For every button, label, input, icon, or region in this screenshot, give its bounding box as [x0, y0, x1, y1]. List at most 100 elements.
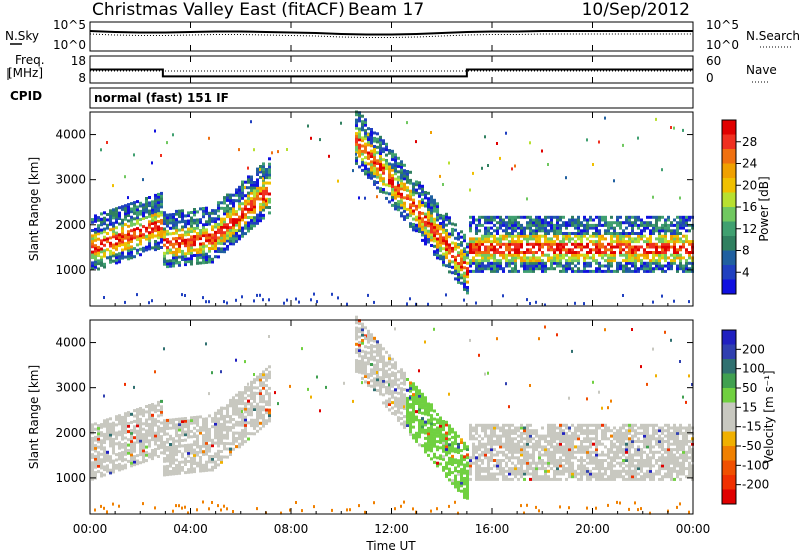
power-cell	[94, 236, 97, 239]
power-cell	[172, 218, 175, 221]
velocity-cell	[457, 484, 460, 487]
power-cell	[475, 248, 478, 251]
velocity-cell	[151, 425, 154, 428]
power-cell	[91, 240, 94, 243]
freq-unit-label: [MHz]	[8, 66, 43, 80]
velocity-cell	[421, 417, 424, 420]
velocity-cell	[454, 437, 457, 440]
velocity-cell	[205, 469, 208, 472]
velocity-cell	[454, 477, 457, 480]
velocity-cell	[385, 381, 388, 384]
velocity-cell	[421, 396, 424, 399]
velocity-cell	[97, 446, 100, 449]
power-cell	[145, 211, 148, 214]
power-cell	[160, 233, 163, 236]
power-scatter	[277, 150, 279, 153]
power-cell	[514, 270, 517, 273]
power-cell	[511, 254, 514, 257]
velocity-cell	[208, 444, 211, 447]
power-cell	[112, 211, 115, 214]
velocity-cell	[499, 445, 502, 448]
velocity-cell	[121, 435, 124, 438]
power-cell	[208, 261, 211, 264]
power-cell	[565, 251, 568, 254]
power-cell	[568, 221, 571, 224]
power-cell	[637, 227, 640, 230]
power-cell	[94, 247, 97, 250]
power-cell	[238, 237, 241, 240]
power-cell	[601, 256, 604, 259]
velocity-cell	[409, 382, 412, 385]
power-cell	[400, 160, 403, 163]
power-cell	[403, 196, 406, 199]
power-cell	[670, 246, 673, 249]
power-scatter	[598, 141, 600, 144]
power-cell	[190, 238, 193, 241]
velocity-cell	[550, 451, 553, 454]
power-cell	[523, 254, 526, 257]
power-cell	[157, 220, 160, 223]
velocity-cell	[463, 488, 466, 491]
power-cell	[505, 221, 508, 224]
power-cell	[142, 225, 145, 228]
power-cell	[355, 162, 358, 165]
velocity-scatter	[478, 354, 480, 357]
power-cell	[499, 254, 502, 257]
power-cell	[385, 167, 388, 170]
power-cell	[577, 246, 580, 249]
power-cell	[622, 248, 625, 251]
power-cell	[652, 256, 655, 259]
velocity-cell	[196, 462, 199, 465]
power-cell	[472, 270, 475, 273]
velocity-cell	[430, 449, 433, 452]
velocity-cell	[487, 470, 490, 473]
power-cell	[226, 210, 229, 213]
velocity-cell	[163, 430, 166, 433]
power-scatter	[592, 163, 594, 166]
power-cell	[253, 186, 256, 189]
velocity-scatter	[424, 341, 426, 344]
power-cell	[658, 262, 661, 265]
velocity-cell	[415, 432, 418, 435]
power-cell	[154, 235, 157, 238]
power-scatter	[586, 138, 588, 141]
velocity-cell	[265, 411, 268, 414]
velocity-cell	[436, 427, 439, 430]
power-cell	[148, 245, 151, 248]
power-cell	[586, 227, 589, 230]
velocity-cell	[262, 370, 265, 373]
power-cell	[565, 248, 568, 251]
velocity-cell	[181, 455, 184, 458]
velocity-scatter	[571, 350, 573, 353]
power-cell	[535, 265, 538, 268]
velocity-cell	[379, 384, 382, 387]
velocity-cell	[253, 419, 256, 422]
velocity-cell	[517, 467, 520, 470]
velocity-cell	[214, 423, 217, 426]
power-cell	[496, 243, 499, 246]
velocity-cell	[136, 419, 139, 422]
velocity-cell	[100, 458, 103, 461]
velocity-cell	[412, 393, 415, 396]
power-cell	[598, 251, 601, 254]
velocity-cell	[502, 478, 505, 481]
power-cell	[175, 237, 178, 240]
velocity-cell	[163, 465, 166, 468]
velocity-cell	[472, 445, 475, 448]
power-cell	[400, 177, 403, 180]
velocity-cell	[370, 352, 373, 355]
power-cell	[625, 251, 628, 254]
power-cell	[544, 262, 547, 265]
velocity-cell	[229, 426, 232, 429]
velocity-scatter	[508, 405, 510, 408]
power-cell	[640, 237, 643, 240]
power-cell	[676, 267, 679, 270]
power-cell	[262, 203, 265, 206]
velocity-cell	[187, 428, 190, 431]
velocity-cell	[376, 340, 379, 343]
power-cell	[187, 211, 190, 214]
power-cell	[370, 169, 373, 172]
power-cell	[220, 242, 223, 245]
power-cell	[259, 165, 262, 168]
velocity-cell	[361, 369, 364, 372]
